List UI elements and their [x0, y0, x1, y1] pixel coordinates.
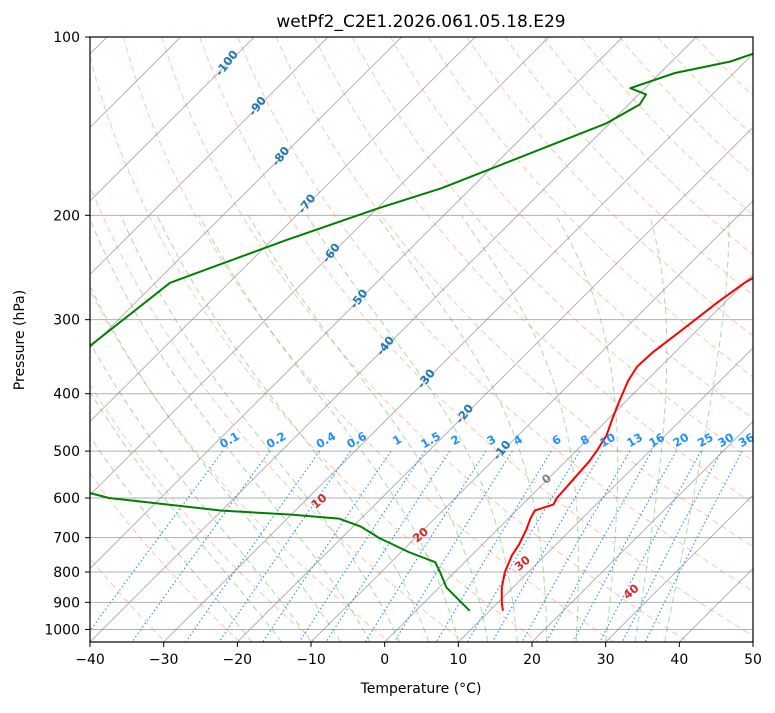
x-tick-label: −10: [296, 652, 326, 668]
x-tick-label: 10: [449, 652, 467, 668]
chart-title: wetPf2_C2E1.2026.061.05.18.E29: [276, 12, 565, 32]
y-tick-label: 200: [53, 208, 80, 224]
x-tick-label: −40: [75, 652, 105, 668]
x-tick-label: −30: [149, 652, 179, 668]
y-tick-label: 300: [53, 313, 80, 329]
y-tick-label: 100: [53, 30, 80, 46]
y-tick-label: 600: [53, 491, 80, 507]
x-tick-label: −20: [223, 652, 253, 668]
x-tick-label: 30: [597, 652, 615, 668]
x-tick-label: 0: [380, 652, 389, 668]
x-tick-label: 50: [744, 652, 762, 668]
y-tick-label: 800: [53, 565, 80, 581]
x-axis-label: Temperature (°C): [360, 681, 482, 697]
y-tick-label: 900: [53, 595, 80, 611]
y-tick-label: 700: [53, 531, 80, 547]
x-tick-label: 20: [523, 652, 541, 668]
y-tick-label: 400: [53, 387, 80, 403]
y-tick-label: 1000: [44, 622, 80, 638]
y-tick-label: 500: [53, 444, 80, 460]
x-tick-label: 40: [670, 652, 688, 668]
y-axis-label: Pressure (hPa): [12, 290, 28, 390]
